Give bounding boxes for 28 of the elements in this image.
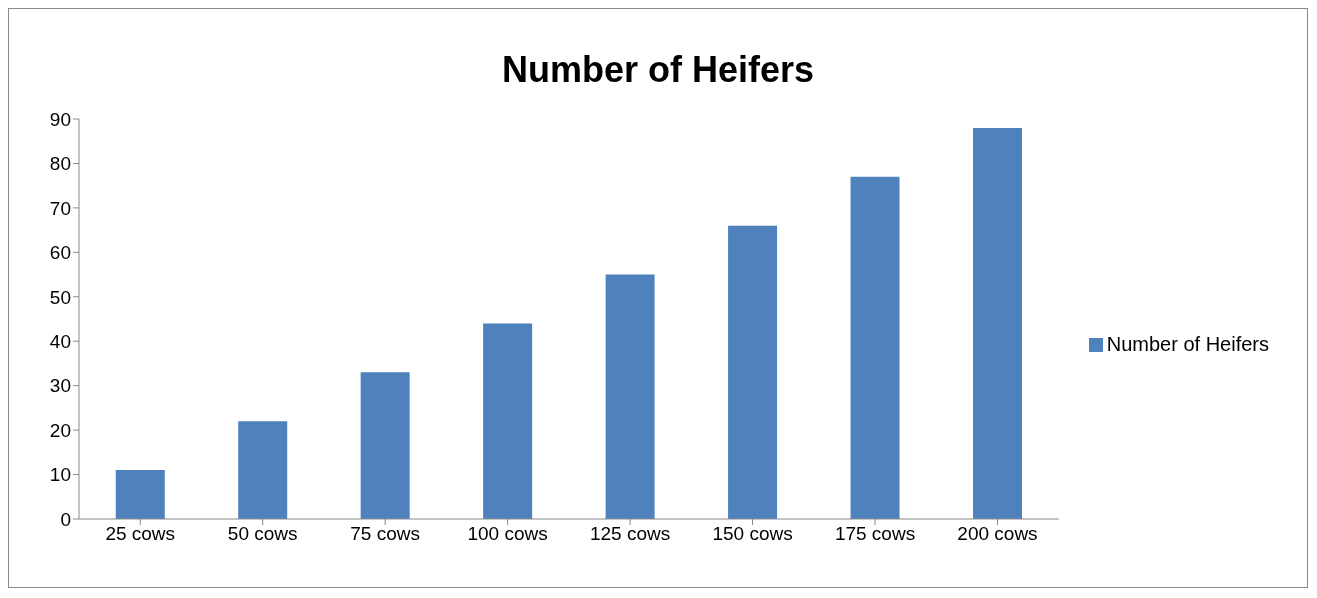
bar <box>728 225 778 519</box>
x-tick-label: 150 cows <box>712 523 793 545</box>
y-tick-label: 40 <box>49 330 71 352</box>
bar <box>605 274 655 519</box>
y-tick-label: 0 <box>60 508 71 530</box>
y-tick-label: 10 <box>49 464 71 486</box>
x-tick-label: 50 cows <box>227 523 298 545</box>
x-tick-label: 200 cows <box>957 523 1038 545</box>
y-tick-label: 50 <box>49 286 71 308</box>
legend-label: Number of Heifers <box>1106 332 1269 355</box>
x-tick-label: 125 cows <box>589 523 671 545</box>
bar <box>360 372 410 519</box>
y-tick-label: 80 <box>49 153 71 175</box>
bar <box>972 127 1022 519</box>
x-tick-label: 175 cows <box>834 523 916 545</box>
x-tick-label: 75 cows <box>350 523 421 545</box>
bar <box>238 421 288 519</box>
bar <box>115 470 165 519</box>
y-tick-label: 70 <box>49 197 71 219</box>
x-tick-label: 100 cows <box>467 523 548 545</box>
y-tick-label: 20 <box>49 419 71 441</box>
chart-title: Number of Heifers <box>500 49 816 92</box>
bar <box>483 323 533 519</box>
y-tick-label: 30 <box>49 375 71 397</box>
bar <box>850 176 900 519</box>
x-tick-label: 25 cows <box>105 523 176 545</box>
y-tick-label: 60 <box>49 242 71 264</box>
y-tick-label: 90 <box>49 108 71 130</box>
